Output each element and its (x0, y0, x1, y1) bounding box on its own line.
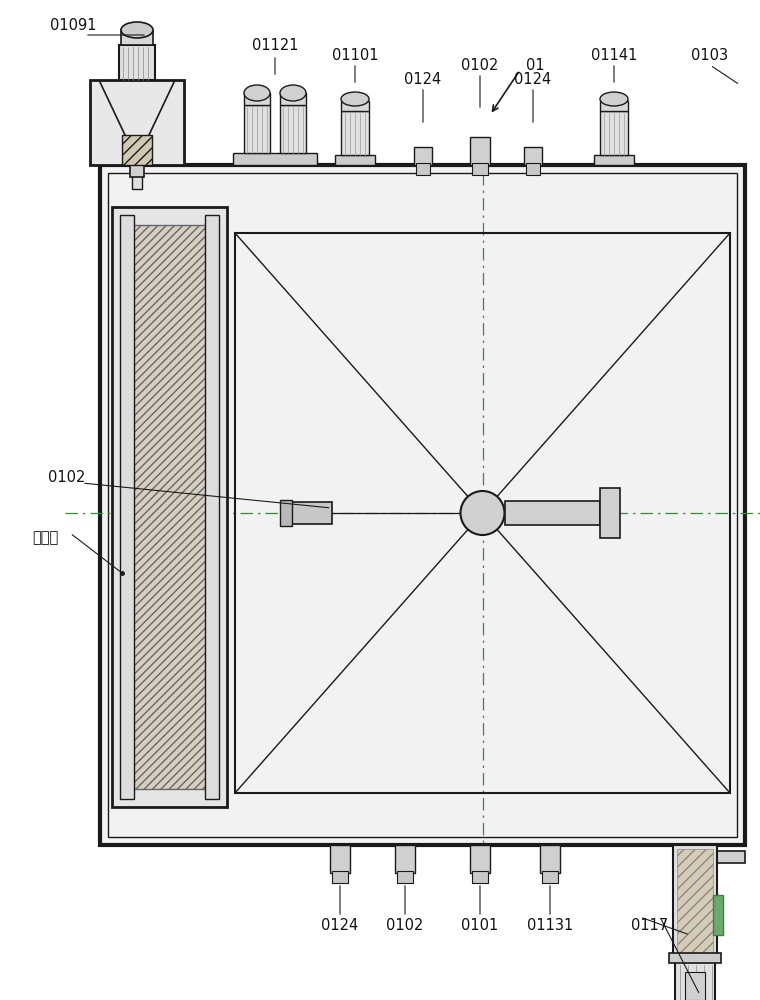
Ellipse shape (280, 85, 306, 101)
Text: 0124: 0124 (515, 73, 552, 88)
Bar (90, 80, 184, 165)
Bar (505, 501, 600, 525)
Bar (280, 105, 306, 153)
Bar (675, 962, 715, 1000)
Bar (685, 972, 705, 1000)
Bar (470, 137, 490, 165)
Bar (130, 225, 209, 789)
Bar (715, 851, 745, 863)
Bar (669, 953, 721, 963)
Text: 01141: 01141 (591, 47, 637, 62)
Bar (330, 845, 350, 873)
Bar (600, 111, 628, 155)
Bar (100, 165, 745, 845)
Bar (677, 849, 713, 957)
Ellipse shape (341, 92, 369, 106)
Bar (524, 147, 542, 165)
Bar (713, 895, 723, 935)
Text: 0124: 0124 (404, 73, 442, 88)
Ellipse shape (244, 85, 270, 101)
Text: 01131: 01131 (527, 918, 573, 932)
Text: 0117: 0117 (632, 918, 669, 932)
Bar (335, 155, 375, 165)
Bar (416, 163, 430, 175)
Bar (122, 135, 152, 165)
Text: 01121: 01121 (252, 37, 298, 52)
Bar (673, 845, 717, 960)
Ellipse shape (600, 92, 628, 106)
Bar (395, 845, 415, 873)
Bar (414, 147, 432, 165)
Bar (594, 155, 634, 165)
Bar (526, 163, 540, 175)
Bar (130, 163, 144, 177)
Text: 0102: 0102 (386, 918, 423, 932)
Text: 0124: 0124 (321, 918, 359, 932)
Bar (121, 30, 153, 45)
Bar (244, 105, 270, 153)
Bar (540, 845, 560, 873)
Bar (542, 871, 558, 883)
Ellipse shape (121, 22, 153, 38)
Text: 01091: 01091 (50, 17, 97, 32)
Bar (341, 111, 369, 155)
Bar (472, 163, 488, 175)
Text: 0101: 0101 (461, 918, 499, 932)
Bar (205, 215, 219, 799)
Bar (280, 93, 306, 105)
Bar (397, 871, 413, 883)
Bar (472, 871, 488, 883)
Bar (287, 502, 331, 524)
Text: 01101: 01101 (332, 47, 378, 62)
Text: 0102: 0102 (48, 471, 85, 486)
Bar (119, 45, 155, 80)
Bar (233, 153, 317, 165)
Bar (108, 173, 737, 837)
Text: 0102: 0102 (461, 57, 499, 73)
Bar (600, 101, 628, 111)
Text: 01: 01 (526, 57, 544, 73)
Bar (132, 165, 142, 189)
Bar (332, 871, 348, 883)
Bar (341, 101, 369, 111)
Text: 0103: 0103 (692, 47, 729, 62)
Bar (470, 845, 490, 873)
Circle shape (461, 491, 505, 535)
Text: 观察口: 观察口 (32, 530, 59, 546)
Bar (244, 93, 270, 105)
Bar (235, 233, 730, 793)
Bar (600, 488, 619, 538)
Bar (112, 207, 227, 807)
Bar (120, 215, 134, 799)
Bar (280, 500, 292, 526)
